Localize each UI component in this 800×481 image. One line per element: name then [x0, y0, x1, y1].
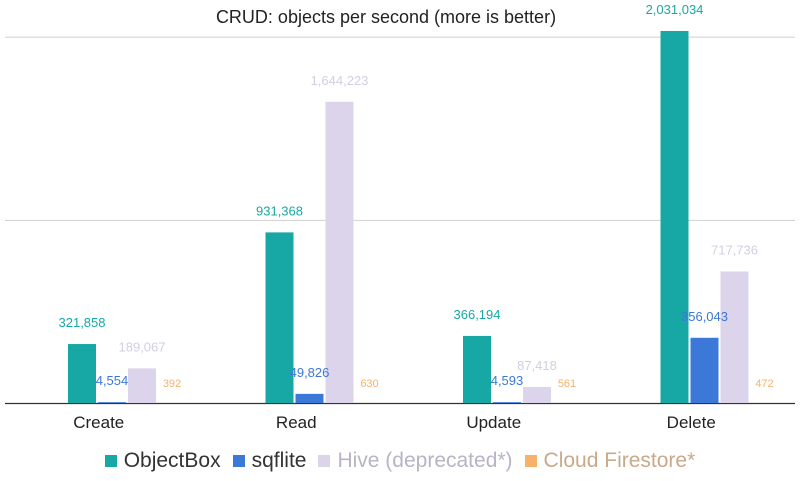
legend-label: Cloud Firestore*	[543, 449, 696, 472]
data-label: 49,826	[290, 365, 330, 380]
x-tick-label: Update	[466, 413, 521, 432]
bars	[68, 30, 749, 404]
x-tick-label: Create	[73, 413, 124, 432]
legend-label: ObjectBox	[123, 449, 221, 472]
data-label: 561	[558, 378, 576, 390]
data-label: 717,736	[711, 243, 758, 258]
bar-hive-deprecated-update	[523, 386, 551, 403]
bar-sqflite-read	[295, 393, 324, 403]
data-label: 4,593	[491, 373, 524, 388]
data-label: 472	[755, 378, 773, 390]
legend-swatch	[524, 455, 537, 467]
data-label: 4,554	[96, 373, 129, 388]
legend: ObjectBox sqflite Hive (deprecated*) Cloud …	[0, 446, 800, 476]
data-label: 87,418	[517, 358, 557, 373]
legend-item: Hive (deprecated*)	[318, 449, 513, 473]
bar-sqflite-update	[493, 402, 521, 403]
data-label: 392	[163, 378, 181, 390]
bar-hive-deprecated-create	[128, 368, 156, 403]
legend-swatch	[232, 455, 245, 467]
bar-objectbox-delete	[660, 30, 689, 403]
bar-hive-deprecated-read	[325, 101, 354, 404]
legend-label: sqflite	[251, 449, 307, 472]
data-labels: 321,858 4,554 189,067 392 931,368 49,826 1,644…	[59, 2, 774, 390]
legend-item: sqflite	[232, 449, 307, 473]
bar-sqflite-delete	[690, 337, 719, 403]
legend-swatch	[318, 455, 331, 467]
bar-sqflite-create	[98, 402, 126, 403]
legend-swatch	[104, 455, 117, 467]
data-label: 2,031,034	[646, 2, 704, 17]
x-tick-label: Delete	[667, 413, 716, 432]
data-label: 321,858	[59, 315, 106, 330]
legend-item: Cloud Firestore*	[524, 449, 696, 473]
data-label: 189,067	[119, 339, 166, 354]
bar-objectbox-read	[265, 232, 294, 403]
data-label: 931,368	[256, 203, 303, 218]
legend-item: ObjectBox	[104, 449, 221, 473]
data-label: 356,043	[681, 309, 728, 324]
x-axis-ticks: Create Read Update Delete	[73, 413, 716, 432]
chart-title: CRUD: objects per second (more is better…	[216, 7, 556, 27]
data-label: 630	[360, 378, 378, 390]
bar-chart: CRUD: objects per second (more is better…	[5, 2, 795, 432]
data-label: 366,194	[454, 307, 501, 322]
bar-objectbox-update	[463, 335, 491, 403]
x-tick-label: Read	[276, 413, 317, 432]
data-label: 1,644,223	[311, 73, 369, 88]
bar-hive-deprecated-delete	[720, 271, 749, 403]
bar-objectbox-create	[68, 344, 96, 403]
legend-label: Hive (deprecated*)	[337, 449, 513, 472]
